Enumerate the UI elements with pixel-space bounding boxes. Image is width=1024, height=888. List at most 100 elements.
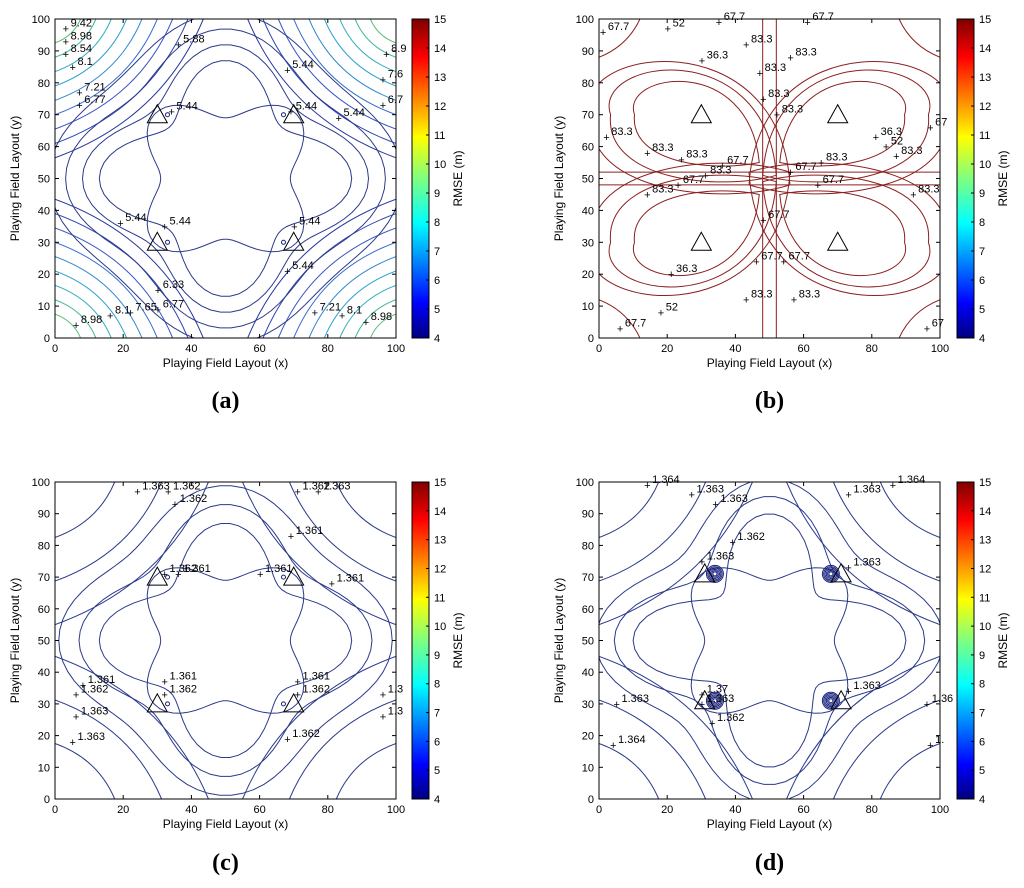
contour-label-marker: + (295, 677, 301, 689)
contour-line (354, 299, 396, 338)
contour-line (308, 19, 396, 101)
contour-label-marker: + (380, 712, 386, 724)
contour-label: 1.363 (621, 693, 649, 705)
contour-label-marker: + (760, 215, 766, 227)
x-tick-label: 0 (52, 343, 58, 355)
contour-line (146, 567, 305, 714)
y-tick-label: 90 (38, 46, 50, 58)
contour-label: 1.361 (303, 671, 331, 683)
contour-line (242, 482, 396, 626)
contour-label-marker: + (63, 49, 69, 61)
contour-line (608, 69, 777, 183)
colorbar-tick-label: 7 (434, 246, 440, 258)
contour-label: 52 (666, 301, 678, 313)
contour-lines (55, 19, 396, 338)
contour-label-marker: + (175, 569, 181, 581)
contour-label-marker: + (76, 87, 82, 99)
colorbar-tick-label: 6 (434, 736, 440, 748)
contour-label-marker: + (910, 189, 916, 201)
panel-caption: (b) (755, 388, 784, 414)
contour-label-marker: + (883, 142, 889, 154)
contour-label: 1.36 (932, 693, 953, 705)
contour-line (55, 19, 112, 73)
contour-label: 5.44 (292, 59, 313, 71)
contour-label: 8.1 (347, 305, 362, 317)
contour-loop (280, 701, 286, 707)
contour-label-marker: + (774, 110, 780, 122)
contour-label-marker: + (743, 295, 749, 307)
contour-label: 1.363 (853, 680, 881, 692)
contour-label: 8.54 (71, 43, 92, 55)
contour-label: 8.98 (71, 30, 92, 42)
contour-line (608, 174, 777, 288)
y-tick-label: 10 (582, 762, 594, 774)
colorbar-tick-label: 5 (434, 765, 440, 777)
contour-label: 83.3 (652, 142, 673, 154)
contour-label-marker: + (757, 68, 763, 80)
contour-label: 83.3 (768, 88, 789, 100)
colorbar (411, 18, 430, 339)
contour-line (55, 19, 128, 87)
contour-line (632, 190, 760, 277)
anchor-triangle (690, 231, 713, 251)
x-tick-label: 100 (387, 343, 405, 355)
colorbar-tick-label: 14 (434, 43, 446, 55)
contour-label-marker: + (134, 487, 140, 499)
plot-frame (54, 481, 397, 800)
contour-label-marker: + (315, 487, 321, 499)
colorbar-tick-label: 4 (434, 794, 440, 806)
colorbar-tick-label: 12 (979, 101, 991, 113)
contour-label: 67.7 (823, 174, 844, 186)
contour-label-marker: + (644, 480, 650, 492)
y-tick-label: 100 (576, 14, 594, 26)
x-tick-label: 80 (866, 804, 878, 816)
contour-label-marker: + (107, 311, 113, 323)
y-tick-label: 20 (38, 269, 50, 281)
x-tick-label: 60 (253, 804, 265, 816)
contour-label: 36.3 (707, 49, 728, 61)
contour-loop (707, 693, 723, 709)
anchor-triangle (146, 566, 169, 586)
contour-label-marker: + (80, 680, 86, 692)
contour-label-marker: + (699, 556, 705, 568)
contour-label: 83.3 (611, 126, 632, 138)
panel-caption: (d) (755, 850, 784, 876)
contour-label: 6.33 (163, 279, 184, 291)
contour-label: 1.362 (170, 563, 198, 575)
contour-label: 1.362 (170, 683, 198, 695)
x-tick-label: 80 (866, 343, 878, 355)
contour-label-marker: + (291, 221, 297, 233)
y-tick-label: 40 (38, 205, 50, 217)
colorbar-tick-label: 11 (979, 592, 990, 604)
colorbar-tick-label: 11 (434, 592, 445, 604)
contour-label-marker: + (380, 75, 386, 87)
contour-label: 83.3 (751, 34, 772, 46)
y-tick-label: 80 (38, 78, 50, 90)
x-axis-label: Playing Field Layout (x) (163, 356, 288, 370)
y-tick-label: 10 (38, 301, 50, 313)
anchor-triangle (282, 692, 305, 713)
contour-line (599, 60, 791, 195)
y-tick-label: 40 (582, 667, 594, 679)
contour-label: 1.363 (81, 706, 109, 718)
contour-line (247, 198, 396, 338)
y-tick-label: 30 (582, 237, 594, 249)
contour-label-marker: + (162, 677, 168, 689)
y-tick-label: 80 (38, 540, 50, 552)
y-tick-label: 50 (582, 174, 594, 186)
contour-loop (711, 570, 719, 578)
contour-loop (707, 566, 723, 582)
colorbar (956, 481, 975, 800)
contour-label-marker: + (675, 180, 681, 192)
contour-label-marker: + (69, 737, 75, 749)
x-tick-label: 40 (185, 343, 197, 355)
colorbar-tick-label: 7 (979, 708, 985, 720)
colorbar (956, 18, 975, 339)
contour-label: 67.7 (683, 174, 704, 186)
contour-label: 1.361 (265, 563, 293, 575)
contour-label: 1.363 (720, 493, 748, 505)
contour-label-marker: + (924, 699, 930, 711)
colorbar-tick-label: 5 (434, 304, 440, 316)
y-tick-label: 10 (582, 301, 594, 313)
colorbar-tick-label: 9 (979, 650, 985, 662)
